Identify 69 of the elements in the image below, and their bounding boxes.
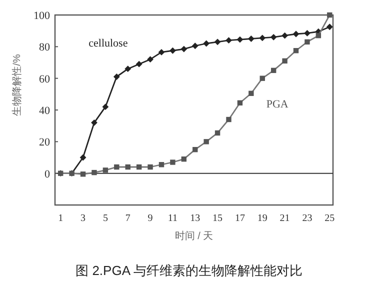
point	[326, 24, 333, 30]
point	[125, 164, 130, 170]
point	[92, 170, 97, 176]
point	[113, 74, 120, 80]
point	[148, 164, 153, 170]
x-tick-label: 3	[80, 213, 86, 224]
y-tick-label: 80	[39, 42, 50, 54]
point	[102, 168, 108, 173]
x-tick-label: 23	[302, 213, 312, 224]
point	[270, 68, 276, 74]
point	[226, 116, 232, 122]
point	[114, 164, 120, 170]
point	[259, 34, 266, 42]
point	[304, 39, 310, 45]
caption: 图 2.PGA 与纤维素的生物降解性能对比	[76, 263, 302, 278]
point	[304, 30, 310, 36]
point	[192, 146, 198, 152]
x-tick-label: 9	[148, 213, 153, 224]
point	[158, 162, 164, 168]
x-tick-label: 15	[212, 213, 223, 224]
x-tick-label: 5	[102, 213, 108, 224]
x-tick-label: 17	[234, 213, 245, 224]
point	[248, 36, 254, 42]
point	[237, 100, 243, 106]
point	[170, 47, 176, 54]
point	[282, 58, 288, 64]
point	[282, 32, 288, 39]
point	[192, 42, 198, 50]
y-axis-title: 生物降解性/%	[11, 54, 23, 116]
point	[181, 156, 187, 162]
point	[327, 12, 332, 18]
point	[203, 40, 210, 47]
x-tick-label: 11	[168, 213, 178, 224]
point	[147, 56, 154, 63]
point	[158, 49, 165, 56]
point	[80, 154, 86, 161]
y-tick-label: 100	[34, 10, 50, 22]
point	[91, 119, 98, 126]
point	[136, 164, 142, 170]
series-label: PGA	[266, 98, 288, 110]
point	[80, 172, 86, 177]
x-tick-label: 13	[190, 213, 200, 224]
point	[293, 48, 299, 54]
series-label: cellulose	[88, 38, 128, 50]
point	[270, 34, 277, 40]
y-tick-label: 60	[39, 73, 50, 86]
point	[214, 130, 220, 136]
point	[102, 104, 109, 110]
point	[236, 36, 244, 43]
point	[292, 30, 300, 38]
point	[136, 60, 142, 68]
y-tick-label: 40	[39, 105, 50, 117]
x-tick-label: 19	[257, 213, 268, 224]
x-axis-title: 时间 / 天	[174, 230, 214, 242]
y-tick-label: 0	[44, 168, 50, 180]
point	[124, 66, 132, 72]
x-tick-label: 1	[58, 213, 64, 224]
x-tick-label: 25	[324, 213, 335, 224]
y-tick-label: 20	[39, 136, 50, 149]
point	[260, 76, 265, 81]
point	[226, 37, 232, 44]
x-tick-label: 21	[280, 213, 290, 224]
point	[316, 32, 322, 38]
point	[204, 139, 209, 144]
point	[248, 90, 254, 96]
point	[214, 38, 221, 46]
point	[170, 160, 176, 165]
x-tick-label: 7	[125, 213, 130, 224]
point	[180, 46, 188, 52]
